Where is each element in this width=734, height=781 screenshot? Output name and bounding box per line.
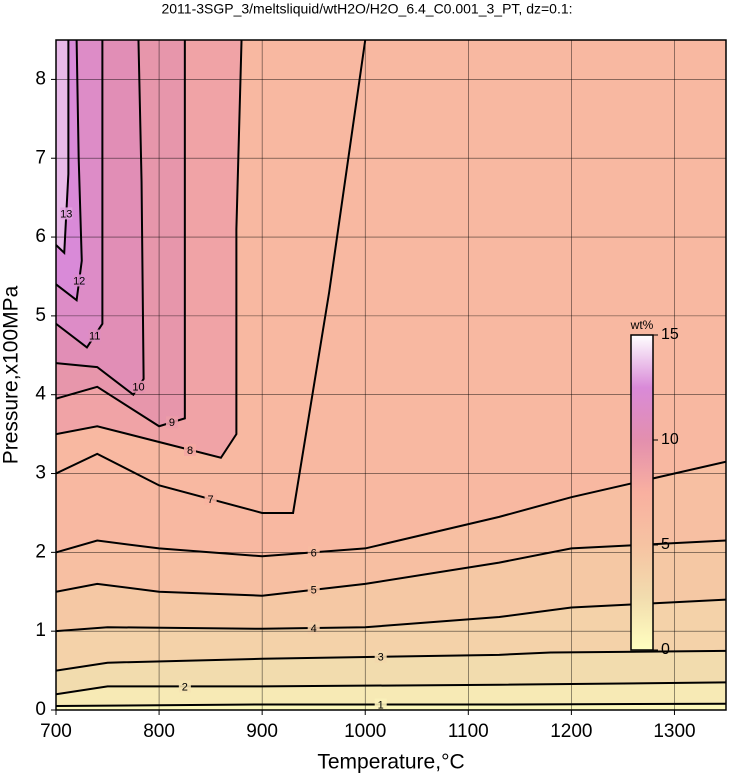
contour-label: 12 (73, 275, 85, 287)
contour-label-box (204, 493, 217, 506)
contour-label-box (73, 274, 86, 287)
y-tick-label: 7 (35, 147, 46, 168)
chart-title: 2011-3SGP_3/meltsliquid/wtH2O/H2O_6.4_C0… (161, 1, 572, 17)
contour-label-box (165, 416, 178, 429)
contour-label-box (132, 380, 145, 393)
colorbar-tick-label: 10 (661, 431, 679, 448)
contour-label: 3 (378, 652, 384, 664)
contour-label-box (374, 650, 387, 663)
contour-label: 8 (187, 445, 193, 457)
x-tick-label: 1200 (550, 721, 592, 742)
y-tick-label: 4 (35, 384, 46, 405)
x-tick-label: 900 (246, 721, 278, 742)
y-tick-label: 6 (35, 226, 46, 247)
contour-label: 7 (208, 494, 214, 506)
contour-label-box (374, 698, 387, 710)
x-tick-label: 1000 (344, 721, 386, 742)
contour-line (56, 40, 83, 302)
y-tick-label: 0 (35, 699, 46, 720)
colorbar-tick-label: 0 (661, 641, 670, 658)
contour-line (56, 40, 104, 349)
contour-label: 4 (311, 623, 317, 635)
contour-label: 13 (60, 208, 72, 220)
contour-line (56, 40, 243, 459)
contour-label: 5 (311, 585, 317, 597)
contour-label-box (88, 329, 101, 342)
contour-label: 10 (132, 382, 144, 394)
contour-label-box (184, 443, 196, 456)
y-tick-label: 5 (35, 305, 46, 326)
contour-label-box (307, 583, 320, 596)
contour-label-box (178, 680, 191, 693)
y-tick-label: 1 (35, 620, 46, 641)
contour-label: 2 (182, 681, 188, 693)
x-tick-label: 1300 (653, 721, 695, 742)
contour-label-box (60, 207, 73, 220)
plot-frame (55, 39, 727, 711)
contour-fill (56, 40, 69, 253)
contour-fill (56, 682, 726, 710)
x-tick-label: 800 (143, 721, 175, 742)
y-axis-label: Pressure,x100MPa (0, 285, 23, 464)
contour-label: 6 (311, 547, 317, 559)
y-tick-label: 8 (35, 68, 46, 89)
x-tick-label: 1100 (448, 721, 489, 742)
contour-fill (56, 40, 366, 710)
contour-label: 11 (89, 330, 100, 342)
colorbar-tick-label: 15 (661, 326, 679, 343)
y-tick-label: 3 (35, 463, 46, 484)
colorbar-tick-label: 5 (661, 536, 670, 553)
x-tick-label: 700 (40, 721, 72, 742)
contour-label: 9 (169, 417, 175, 429)
x-axis-label: Temperature,°C (317, 751, 464, 774)
y-tick-label: 2 (35, 541, 46, 562)
contour-label: 1 (378, 699, 384, 711)
colorbar (630, 334, 654, 651)
colorbar-label: wt% (630, 318, 654, 332)
